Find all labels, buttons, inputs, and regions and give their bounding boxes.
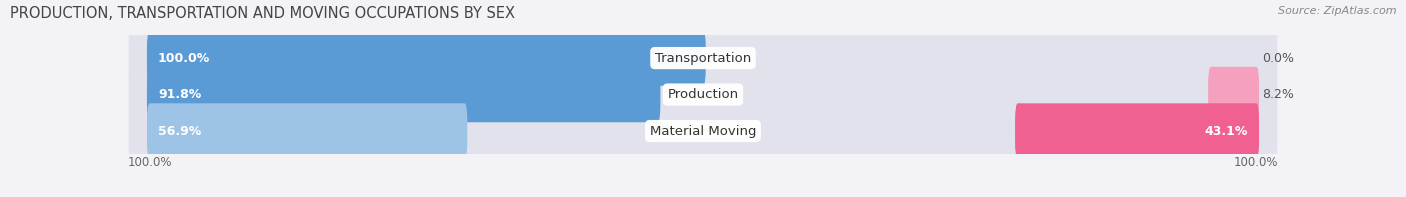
FancyBboxPatch shape <box>129 50 1277 139</box>
Text: Transportation: Transportation <box>655 52 751 65</box>
FancyBboxPatch shape <box>129 14 1277 102</box>
Text: Production: Production <box>668 88 738 101</box>
FancyBboxPatch shape <box>1015 103 1258 159</box>
Text: Material Moving: Material Moving <box>650 125 756 138</box>
Text: 100.0%: 100.0% <box>157 52 211 65</box>
Text: 91.8%: 91.8% <box>157 88 201 101</box>
FancyBboxPatch shape <box>148 30 706 86</box>
Text: Source: ZipAtlas.com: Source: ZipAtlas.com <box>1278 6 1396 16</box>
FancyBboxPatch shape <box>148 103 467 159</box>
Text: 43.1%: 43.1% <box>1205 125 1249 138</box>
FancyBboxPatch shape <box>129 87 1277 175</box>
FancyBboxPatch shape <box>148 67 661 122</box>
Text: 8.2%: 8.2% <box>1261 88 1294 101</box>
Text: 0.0%: 0.0% <box>1261 52 1294 65</box>
Text: PRODUCTION, TRANSPORTATION AND MOVING OCCUPATIONS BY SEX: PRODUCTION, TRANSPORTATION AND MOVING OC… <box>10 6 515 21</box>
FancyBboxPatch shape <box>1208 67 1258 122</box>
Text: 56.9%: 56.9% <box>157 125 201 138</box>
